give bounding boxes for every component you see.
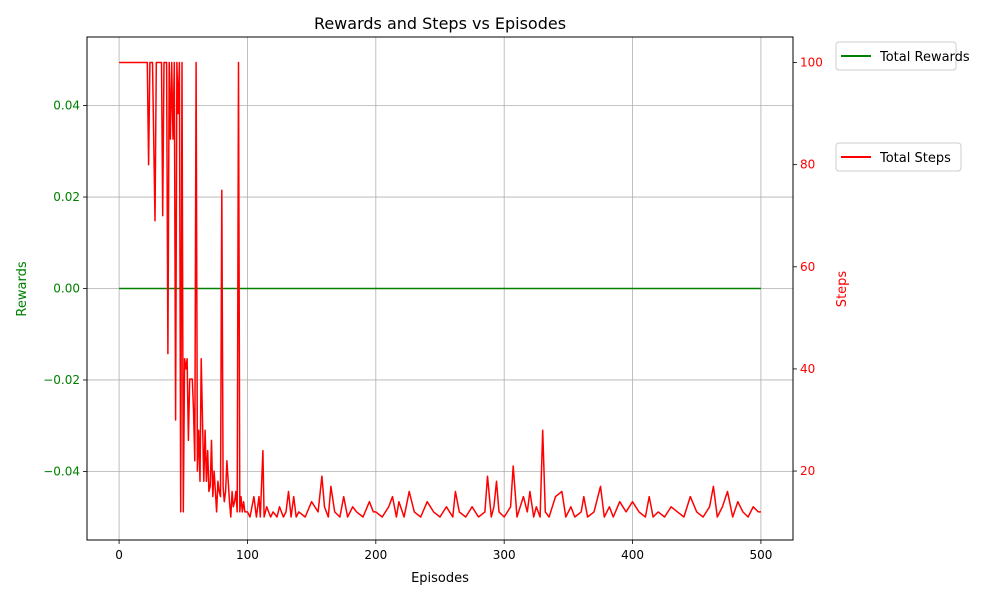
y-axis-left: −0.04 −0.02 0.00 0.02 0.04 <box>43 99 87 478</box>
y-left-tick-label: 0.04 <box>53 99 80 113</box>
legend-rewards-label: Total Rewards <box>879 50 970 65</box>
y-right-tick-label: 100 <box>800 56 823 70</box>
x-tick-label: 400 <box>621 548 644 562</box>
chart-title: Rewards and Steps vs Episodes <box>314 14 566 33</box>
y-left-tick-label: −0.04 <box>43 464 80 478</box>
x-tick-label: 0 <box>115 548 123 562</box>
y-right-tick-label: 20 <box>800 464 815 478</box>
x-tick-label: 500 <box>749 548 772 562</box>
y-right-tick-label: 60 <box>800 260 815 274</box>
y-axis-left-label: Rewards <box>15 261 30 316</box>
legend-steps-box <box>835 142 962 172</box>
series-line-total-steps <box>119 61 761 518</box>
y-left-tick-label: 0.00 <box>53 282 80 296</box>
legend-rewards-box <box>835 41 957 71</box>
legend-steps-label: Total Steps <box>879 151 951 166</box>
x-axis: 0 100 200 300 400 500 <box>115 540 772 562</box>
y-left-tick-label: 0.02 <box>53 190 80 204</box>
x-tick-label: 200 <box>364 548 387 562</box>
x-tick-label: 100 <box>236 548 259 562</box>
y-right-tick-label: 40 <box>800 362 815 376</box>
legend-rewards: Total Rewards <box>835 41 970 71</box>
series-layer <box>119 61 761 518</box>
legend-steps: Total Steps <box>835 142 962 172</box>
y-right-tick-label: 80 <box>800 158 815 172</box>
x-tick-label: 300 <box>493 548 516 562</box>
y-axis-right: 20 40 60 80 100 <box>793 56 823 478</box>
x-axis-label: Episodes <box>411 571 469 586</box>
y-left-tick-label: −0.02 <box>43 373 80 387</box>
y-axis-right-label: Steps <box>835 271 850 308</box>
